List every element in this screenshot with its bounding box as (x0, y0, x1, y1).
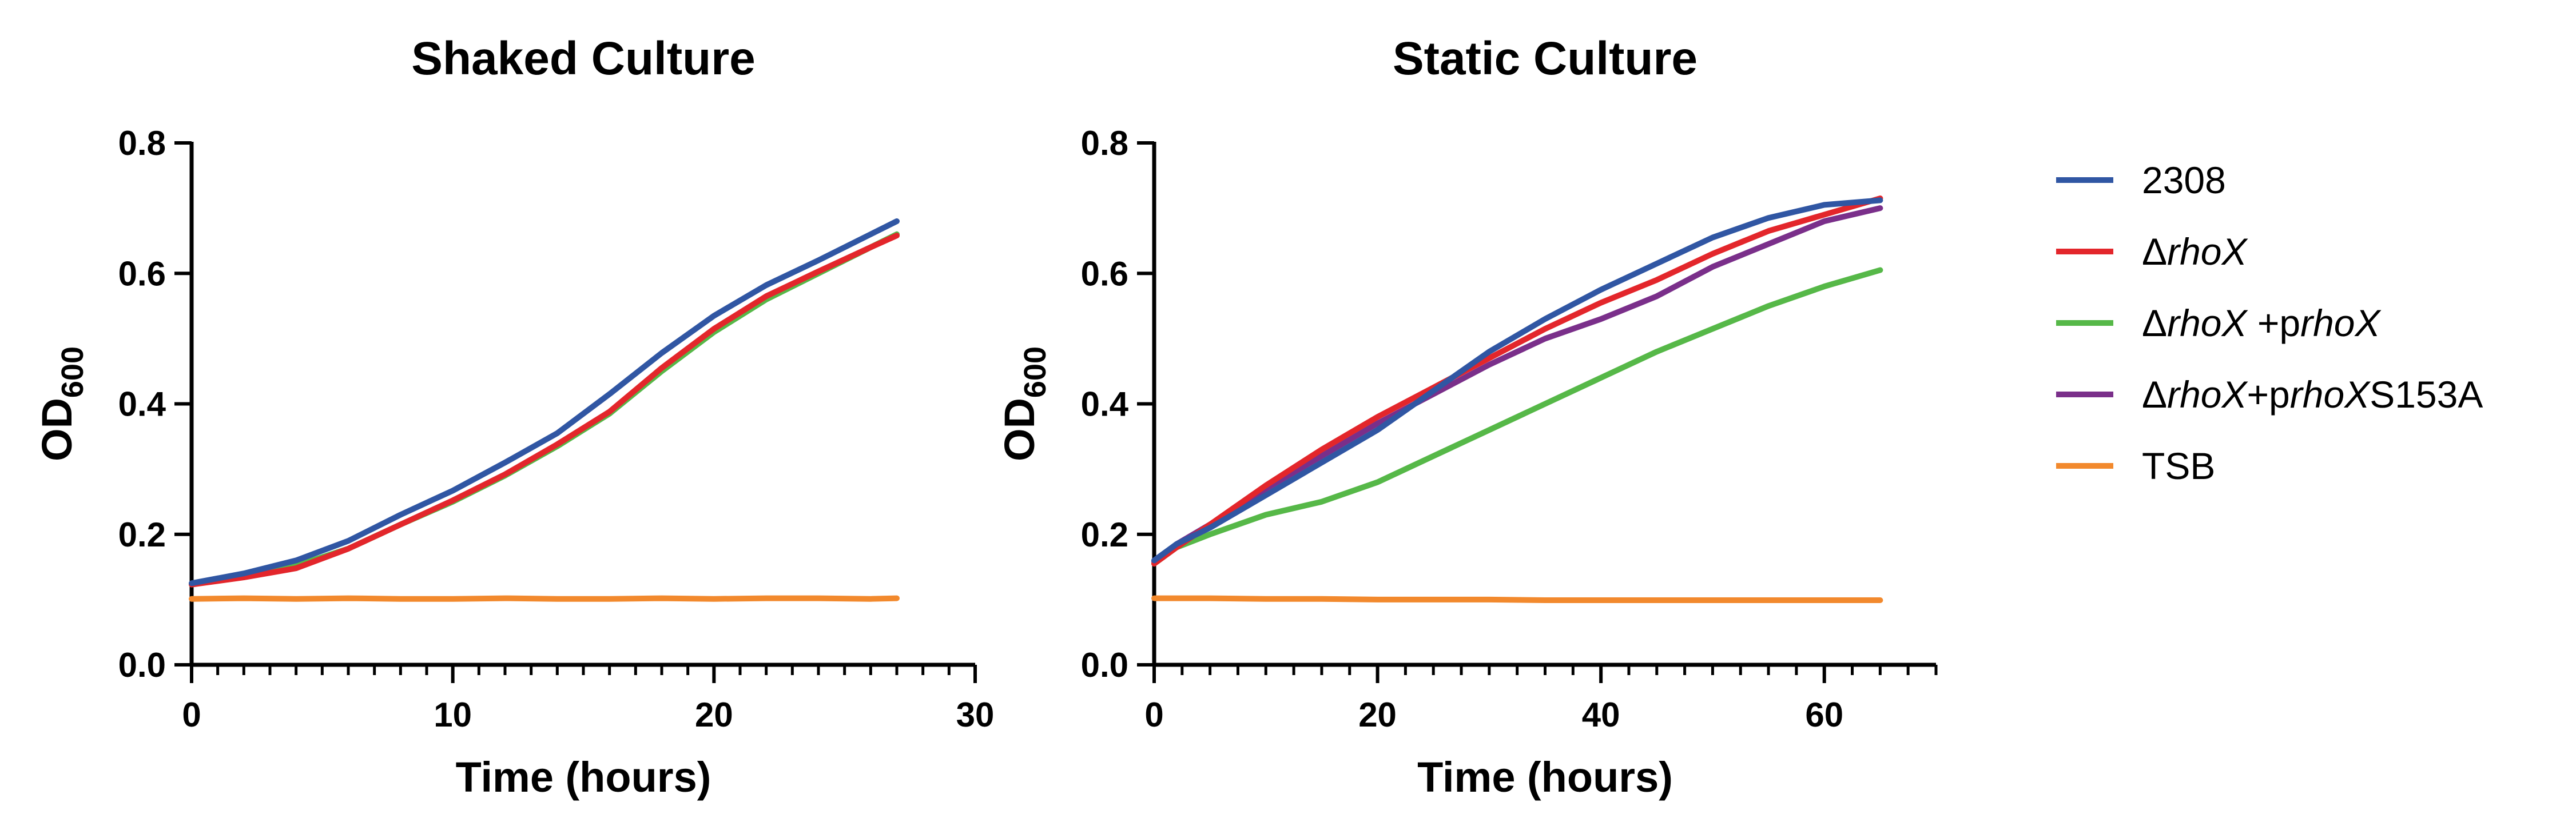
chart-title: Static Culture (1393, 33, 1698, 85)
chart-title: Shaked Culture (411, 33, 755, 85)
legend-item-rhoX: ΔrhoX (2056, 230, 2248, 273)
legend-label-part: rhoX (2167, 302, 2248, 344)
y-tick-label: 0.4 (118, 385, 166, 424)
y-axis-label: OD600 (996, 346, 1052, 461)
y-tick-label: 0.6 (1081, 254, 1128, 293)
x-tick-label: 20 (1358, 696, 1397, 734)
series-line-2308 (1151, 197, 1883, 564)
x-tick-label: 30 (956, 696, 995, 734)
x-tick-label: 60 (1805, 696, 1843, 734)
legend-label-part: Δ (2142, 373, 2167, 416)
legend-label-part: rhoX (2290, 373, 2371, 416)
y-tick-label: 0.8 (1081, 124, 1128, 162)
legend-item-rhoX_prhoX: ΔrhoX +prhoX (2056, 302, 2382, 344)
legend-label: 2308 (2142, 159, 2226, 201)
legend-label: TSB (2142, 445, 2215, 487)
x-axis-label: Time (hours) (456, 753, 711, 801)
x-tick-label: 10 (434, 696, 472, 734)
legend-label-part: Δ (2142, 302, 2167, 344)
legend-label-part: S153A (2370, 373, 2483, 416)
legend-item-2308: 2308 (2056, 159, 2226, 201)
series-line-rhoX (189, 233, 900, 588)
y-tick-label: 0.2 (1081, 516, 1128, 554)
series-line-TSB (189, 595, 900, 602)
legend-label-part: rhoX (2167, 373, 2248, 416)
y-tick-label: 0.0 (1081, 646, 1128, 684)
chart-panel-static: Static Culture 0.0 0.2 0.4 0.6 0.8 0 20 40 60 Time… (996, 33, 1938, 801)
y-axis-label-subscript: 600 (55, 346, 90, 398)
x-tick-label: 0 (1144, 696, 1163, 734)
y-tick-label: 0.2 (118, 516, 166, 554)
y-axis-label-main: OD (33, 398, 81, 461)
y-tick-label: 0.4 (1081, 385, 1129, 424)
y-tick-label: 0.0 (118, 646, 166, 684)
series-line-rhoX_prhoX (1151, 267, 1883, 567)
x-tick-label: 20 (695, 696, 733, 734)
y-axis-label-main: OD (996, 398, 1043, 461)
series-line-rhoX_prhoX_S153A (1151, 205, 1883, 565)
x-tick-label: 0 (182, 696, 201, 734)
y-tick-label: 0.8 (118, 124, 166, 162)
legend-label-part: +p (2247, 302, 2301, 344)
legend-label: ΔrhoX +prhoX (2142, 302, 2382, 344)
chart-panel-shaked: Shaked Culture 0.0 0.2 0.4 0.6 0.8 0 10 20 30 Time… (33, 33, 994, 801)
series-line-rhoX (1151, 195, 1883, 567)
series-line-TSB (1151, 595, 1883, 603)
legend-item-rhoX_prhoX_S153A: ΔrhoX+prhoXS153A (2056, 373, 2483, 416)
legend-label-part: TSB (2142, 445, 2215, 487)
legend-label: ΔrhoX+prhoXS153A (2142, 373, 2483, 416)
legend-label-part: Δ (2142, 230, 2167, 273)
y-axis-label-subscript: 600 (1018, 346, 1052, 398)
x-axis-label: Time (hours) (1417, 753, 1673, 801)
legend-label-part: 2308 (2142, 159, 2226, 201)
legend-item-TSB: TSB (2056, 445, 2215, 487)
y-axis-label: OD600 (33, 346, 90, 461)
series-line-2308 (189, 218, 900, 586)
legend-label-part: +p (2247, 373, 2290, 416)
y-tick-label: 0.6 (118, 254, 166, 293)
legend-label-part: rhoX (2300, 302, 2382, 344)
x-tick-label: 40 (1582, 696, 1620, 734)
legend-label: ΔrhoX (2142, 230, 2248, 273)
legend-label-part: rhoX (2167, 230, 2248, 273)
